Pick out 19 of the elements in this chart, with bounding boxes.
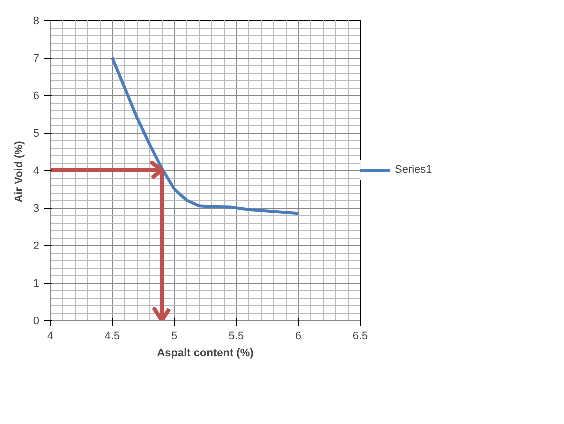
- x-tick-label: 4: [47, 330, 54, 342]
- x-tick-label: 4.5: [104, 330, 120, 342]
- x-tick-label: 6.5: [352, 330, 368, 342]
- x-tick-label: 5.5: [228, 330, 244, 342]
- y-tick-label: 8: [33, 16, 40, 28]
- y-tick-label: 6: [33, 90, 40, 102]
- y-axis-title: Air Void (%): [13, 140, 26, 203]
- x-tick-label: 6: [295, 330, 302, 342]
- y-tick-label: 1: [33, 278, 40, 290]
- y-tick-label: 0: [33, 316, 40, 328]
- y-tick-label: 2: [33, 240, 40, 252]
- y-tick-label: 5: [33, 128, 40, 140]
- x-axis-title: Aspalt content (%): [157, 348, 254, 360]
- y-tick-label: 7: [33, 53, 40, 65]
- y-tick-label: 4: [33, 166, 40, 178]
- y-tick-label: 3: [33, 203, 40, 215]
- line-series: [111, 56, 300, 216]
- legend-label: Series1: [395, 164, 432, 176]
- x-tick-label: 5: [171, 330, 178, 342]
